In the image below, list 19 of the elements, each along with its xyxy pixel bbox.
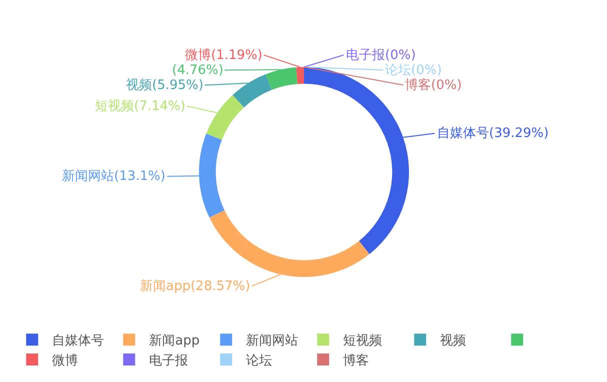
legend-label: 微博 xyxy=(52,354,78,369)
category-label: 论坛(0%) xyxy=(385,63,442,78)
category-label: 微博(1.19%) xyxy=(185,48,262,63)
category-label: 新闻app(28.57%) xyxy=(140,279,250,294)
legend-label: 新闻网站 xyxy=(246,334,298,349)
legend-label: 短视频 xyxy=(343,334,382,349)
category-label: 自媒体号(39.29%) xyxy=(437,126,549,141)
category-label: 视频(5.95%) xyxy=(126,78,204,93)
legend-label: 视频 xyxy=(440,334,466,349)
category-label: 博客(0%) xyxy=(405,78,462,93)
category-label: 短视频(7.14%) xyxy=(95,99,186,114)
legend-label: 电子报 xyxy=(149,354,188,369)
legend-label: 论坛 xyxy=(246,354,272,369)
legend-label: 自媒体号 xyxy=(52,334,104,349)
data-label: (4.76%) xyxy=(172,63,224,78)
legend-label: 博客 xyxy=(343,352,370,369)
category-label: 电子报(0%) xyxy=(346,48,416,63)
legend-label: 新闻app xyxy=(149,334,200,349)
category-label: 新闻网站(13.1%) xyxy=(62,169,166,184)
